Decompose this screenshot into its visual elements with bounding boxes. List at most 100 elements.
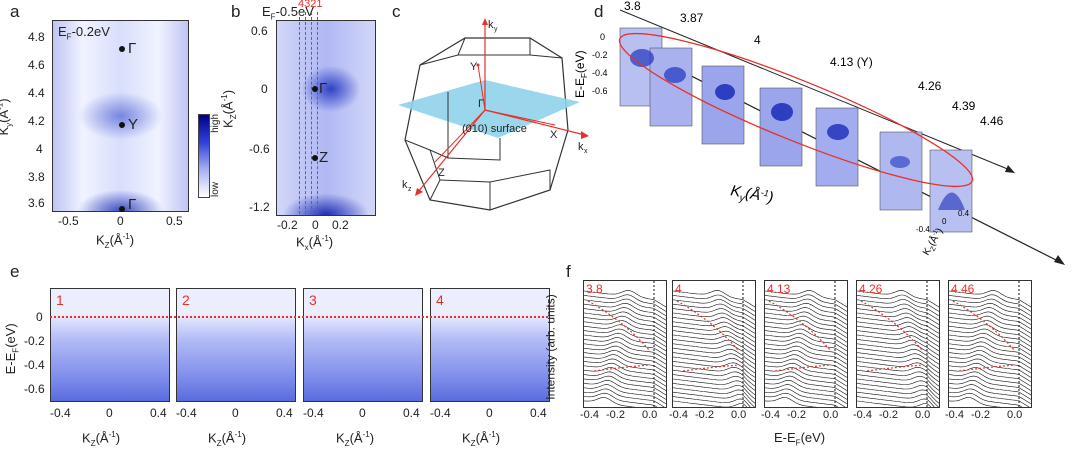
edc-curve	[584, 375, 666, 396]
e-xtick: -0.4	[50, 406, 71, 420]
edc-curve	[673, 387, 755, 404]
f-xtick: -0.4	[580, 409, 599, 421]
edc-curve	[765, 358, 847, 378]
edc-curve	[673, 365, 755, 382]
edc-curve	[857, 303, 939, 321]
d-kz-tick-0: -0.4	[916, 225, 930, 234]
edc-curve	[949, 294, 1031, 312]
edc-curve	[857, 343, 939, 361]
edc-panel-4	[856, 280, 940, 408]
a-ytick: 4.6	[28, 58, 45, 72]
edc-curve	[673, 369, 755, 387]
edc-curve	[673, 396, 751, 407]
edc-curve	[584, 345, 666, 365]
edc-curve	[765, 320, 847, 339]
edc-curve	[584, 367, 666, 387]
d-ky-0: 3.8	[624, 0, 641, 13]
a-xtick: -0.5	[58, 214, 79, 228]
edc-curve	[765, 307, 847, 325]
panel-letter-e: e	[10, 262, 20, 281]
edc-curve	[673, 352, 755, 369]
edc-curve	[857, 299, 939, 317]
c-surface-label: (010) surface	[462, 123, 527, 135]
f-xtick: -0.4	[669, 409, 688, 421]
d-ky-1: 3.87	[680, 11, 704, 25]
edc-curve	[949, 320, 1031, 339]
edc-curve	[584, 290, 666, 308]
edc-curve	[765, 350, 847, 369]
edc-curve	[857, 317, 939, 334]
d-ytick-0: 0	[600, 32, 605, 42]
b-ytick: -0.6	[249, 142, 270, 156]
edc-curve	[584, 320, 666, 339]
edc-curve	[673, 294, 755, 312]
a-ytick: 4.8	[28, 30, 45, 44]
edc-curve	[584, 311, 666, 330]
edc-curve	[673, 356, 755, 374]
brillouin-zone-diagram: k y Y Γ (010) surface X k x Z k z	[398, 18, 589, 211]
f-xtick: -0.4	[761, 409, 780, 421]
edc-panel-3	[764, 280, 848, 408]
e-xlabel: KZ(Å-1)	[336, 430, 375, 448]
c-kx-sub: x	[584, 148, 588, 155]
edc-curve	[584, 332, 666, 352]
gamma-label-bottom: Γ	[128, 196, 137, 213]
edc-curve	[949, 345, 1031, 365]
f-xtick: 0.0	[642, 409, 658, 421]
colorbar	[198, 114, 210, 198]
d-ky-6: 4.46	[980, 114, 1004, 128]
edc-cut: 4	[675, 282, 682, 296]
cut-number: 3	[309, 292, 317, 308]
edc-curve	[949, 311, 1031, 330]
edc-curve	[584, 392, 658, 407]
d-ky-3: 4.13 (Y)	[830, 55, 873, 69]
y-point	[119, 122, 125, 128]
cut-spectrum-4	[430, 288, 550, 402]
f-ylabel: Intensity (arb. units)	[543, 294, 558, 400]
edc-curve	[765, 341, 847, 361]
z-point-b	[312, 155, 318, 161]
edc-curve	[857, 347, 939, 365]
edc-curve	[673, 317, 755, 334]
f-xlabel: E-EF(eV)	[774, 430, 826, 448]
edc-curve	[765, 345, 847, 365]
edc-curve	[765, 397, 818, 407]
edc-curve	[584, 397, 637, 407]
f-xtick: -0.2	[787, 409, 806, 421]
edc-curve	[584, 341, 666, 361]
edc-curve	[857, 308, 939, 325]
d-ky-2: 4	[754, 33, 761, 47]
edc-curve	[584, 337, 666, 356]
f-xtick: -0.2	[971, 409, 990, 421]
edc-curve	[949, 302, 1031, 321]
edc-curve	[765, 315, 847, 334]
gamma-label-b: Γ	[319, 80, 328, 97]
a-xlabel: KZ(Å-1)	[96, 232, 135, 250]
a-ytick: 4.2	[28, 114, 45, 128]
cut-spectrum-3	[303, 288, 423, 402]
edc-curve	[857, 374, 939, 391]
gamma-point-b	[312, 86, 318, 92]
f-xtick: -0.4	[945, 409, 964, 421]
edc-curve	[857, 356, 939, 374]
edc-curve	[765, 354, 847, 374]
edc-curve	[857, 378, 939, 395]
b-ytick: 0.6	[251, 24, 268, 38]
edc-curve	[949, 375, 1031, 396]
b-xlabel: Kx(Å-1)	[296, 234, 334, 252]
edc-curve	[857, 369, 939, 387]
panel-letter-b: b	[231, 2, 241, 21]
edc-curve	[857, 330, 939, 347]
f-xtick: 0.0	[731, 409, 747, 421]
edc-curve	[673, 334, 755, 352]
d-ky-5: 4.39	[952, 99, 976, 113]
edc-curve	[765, 302, 847, 321]
edc-curve	[765, 379, 847, 400]
edc-curve	[949, 350, 1031, 369]
edc-band-trace	[768, 300, 832, 372]
panel-letter-a: a	[10, 2, 20, 21]
edc-curve	[765, 392, 839, 407]
edc-curve	[673, 325, 755, 343]
d-ylabel: E-EF(eV)	[573, 50, 589, 98]
e-ytick: -0.4	[24, 358, 45, 372]
